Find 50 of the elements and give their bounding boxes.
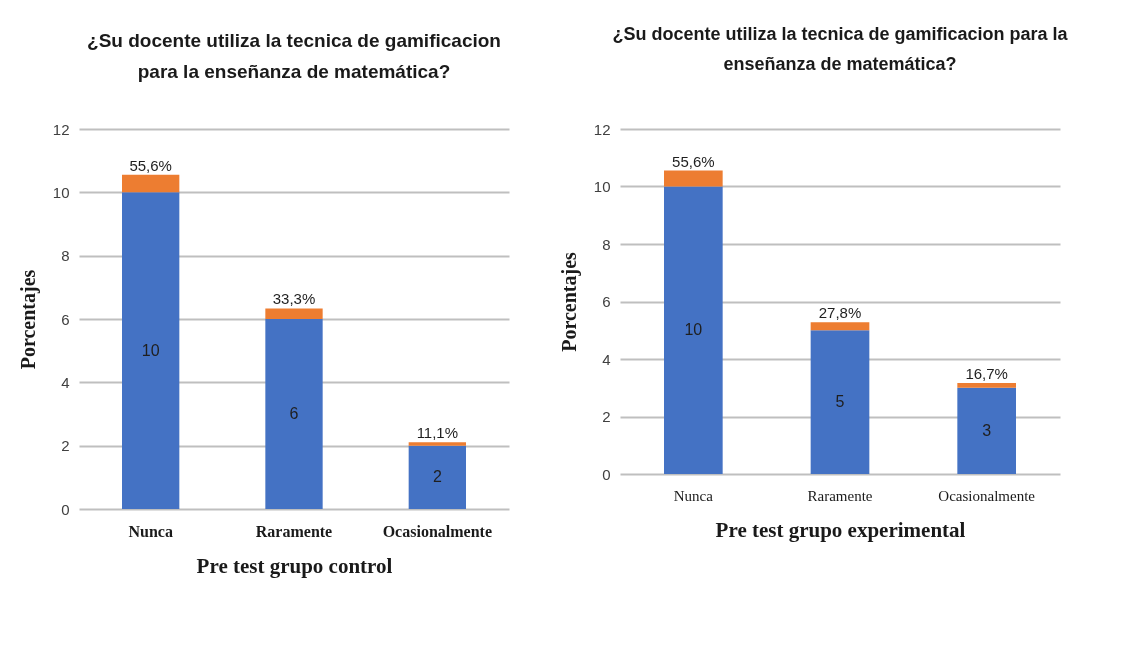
data-label: 3 <box>982 421 992 439</box>
y-tick-label: 8 <box>602 235 611 253</box>
y-tick-label: 10 <box>593 178 611 195</box>
y-tick-label: 6 <box>61 310 70 328</box>
bar <box>265 319 323 509</box>
bar <box>408 445 466 509</box>
bar <box>957 387 1016 474</box>
x-tick-label: Nunca <box>128 522 173 540</box>
bar <box>122 192 180 509</box>
y-tick-label: 0 <box>61 500 70 518</box>
data-label: 55,6% <box>129 156 172 174</box>
x-axis-title: Pre test grupo control <box>196 553 393 578</box>
data-label: 27,8% <box>818 304 862 322</box>
y-tick-label: 2 <box>61 437 70 455</box>
bar <box>810 322 870 331</box>
x-tick-label: Ocasionalmente <box>938 487 1036 504</box>
bar <box>122 174 180 193</box>
data-label: 5 <box>835 393 845 411</box>
data-label: 11,1% <box>416 424 459 442</box>
x-tick-label: Nunca <box>673 487 714 504</box>
data-label: 55,6% <box>672 152 715 170</box>
bar <box>810 330 870 474</box>
y-tick-label: 4 <box>602 350 611 368</box>
bar <box>664 170 723 187</box>
chart-title: ¿Su docente utiliza la tecnica de gamificacion para la enseñanza de matemática? <box>612 24 1069 74</box>
y-tick-label: 2 <box>602 408 611 425</box>
data-label: 33,3% <box>272 290 316 308</box>
y-tick-label: 10 <box>52 183 70 201</box>
data-label: 10 <box>684 321 703 339</box>
data-label: 2 <box>432 468 442 486</box>
y-tick-label: 4 <box>61 373 70 391</box>
y-tick-label: 0 <box>602 465 611 483</box>
bar <box>664 186 723 474</box>
x-tick-label: Raramente <box>807 487 873 504</box>
chart-title: ¿Su docente utiliza la tecnica de gamificacion para la enseñanza de matemática? <box>87 30 501 82</box>
y-tick-label: 12 <box>52 120 70 138</box>
y-axis-title: Porcentajes <box>16 269 40 370</box>
data-label: 16,7% <box>965 364 1008 382</box>
y-axis-title: Porcentajes <box>557 251 581 352</box>
x-tick-label: Raramente <box>255 522 333 540</box>
x-axis-title: Pre test grupo experimental <box>715 517 966 542</box>
data-label: 6 <box>289 405 299 422</box>
y-tick-label: 12 <box>593 120 611 138</box>
x-tick-label: Ocasionalmente <box>382 522 492 540</box>
bar <box>265 308 323 319</box>
bar <box>957 382 1016 388</box>
y-tick-label: 8 <box>61 247 70 265</box>
y-tick-label: 6 <box>602 293 611 310</box>
data-label: 10 <box>141 341 160 359</box>
bar <box>408 442 466 446</box>
